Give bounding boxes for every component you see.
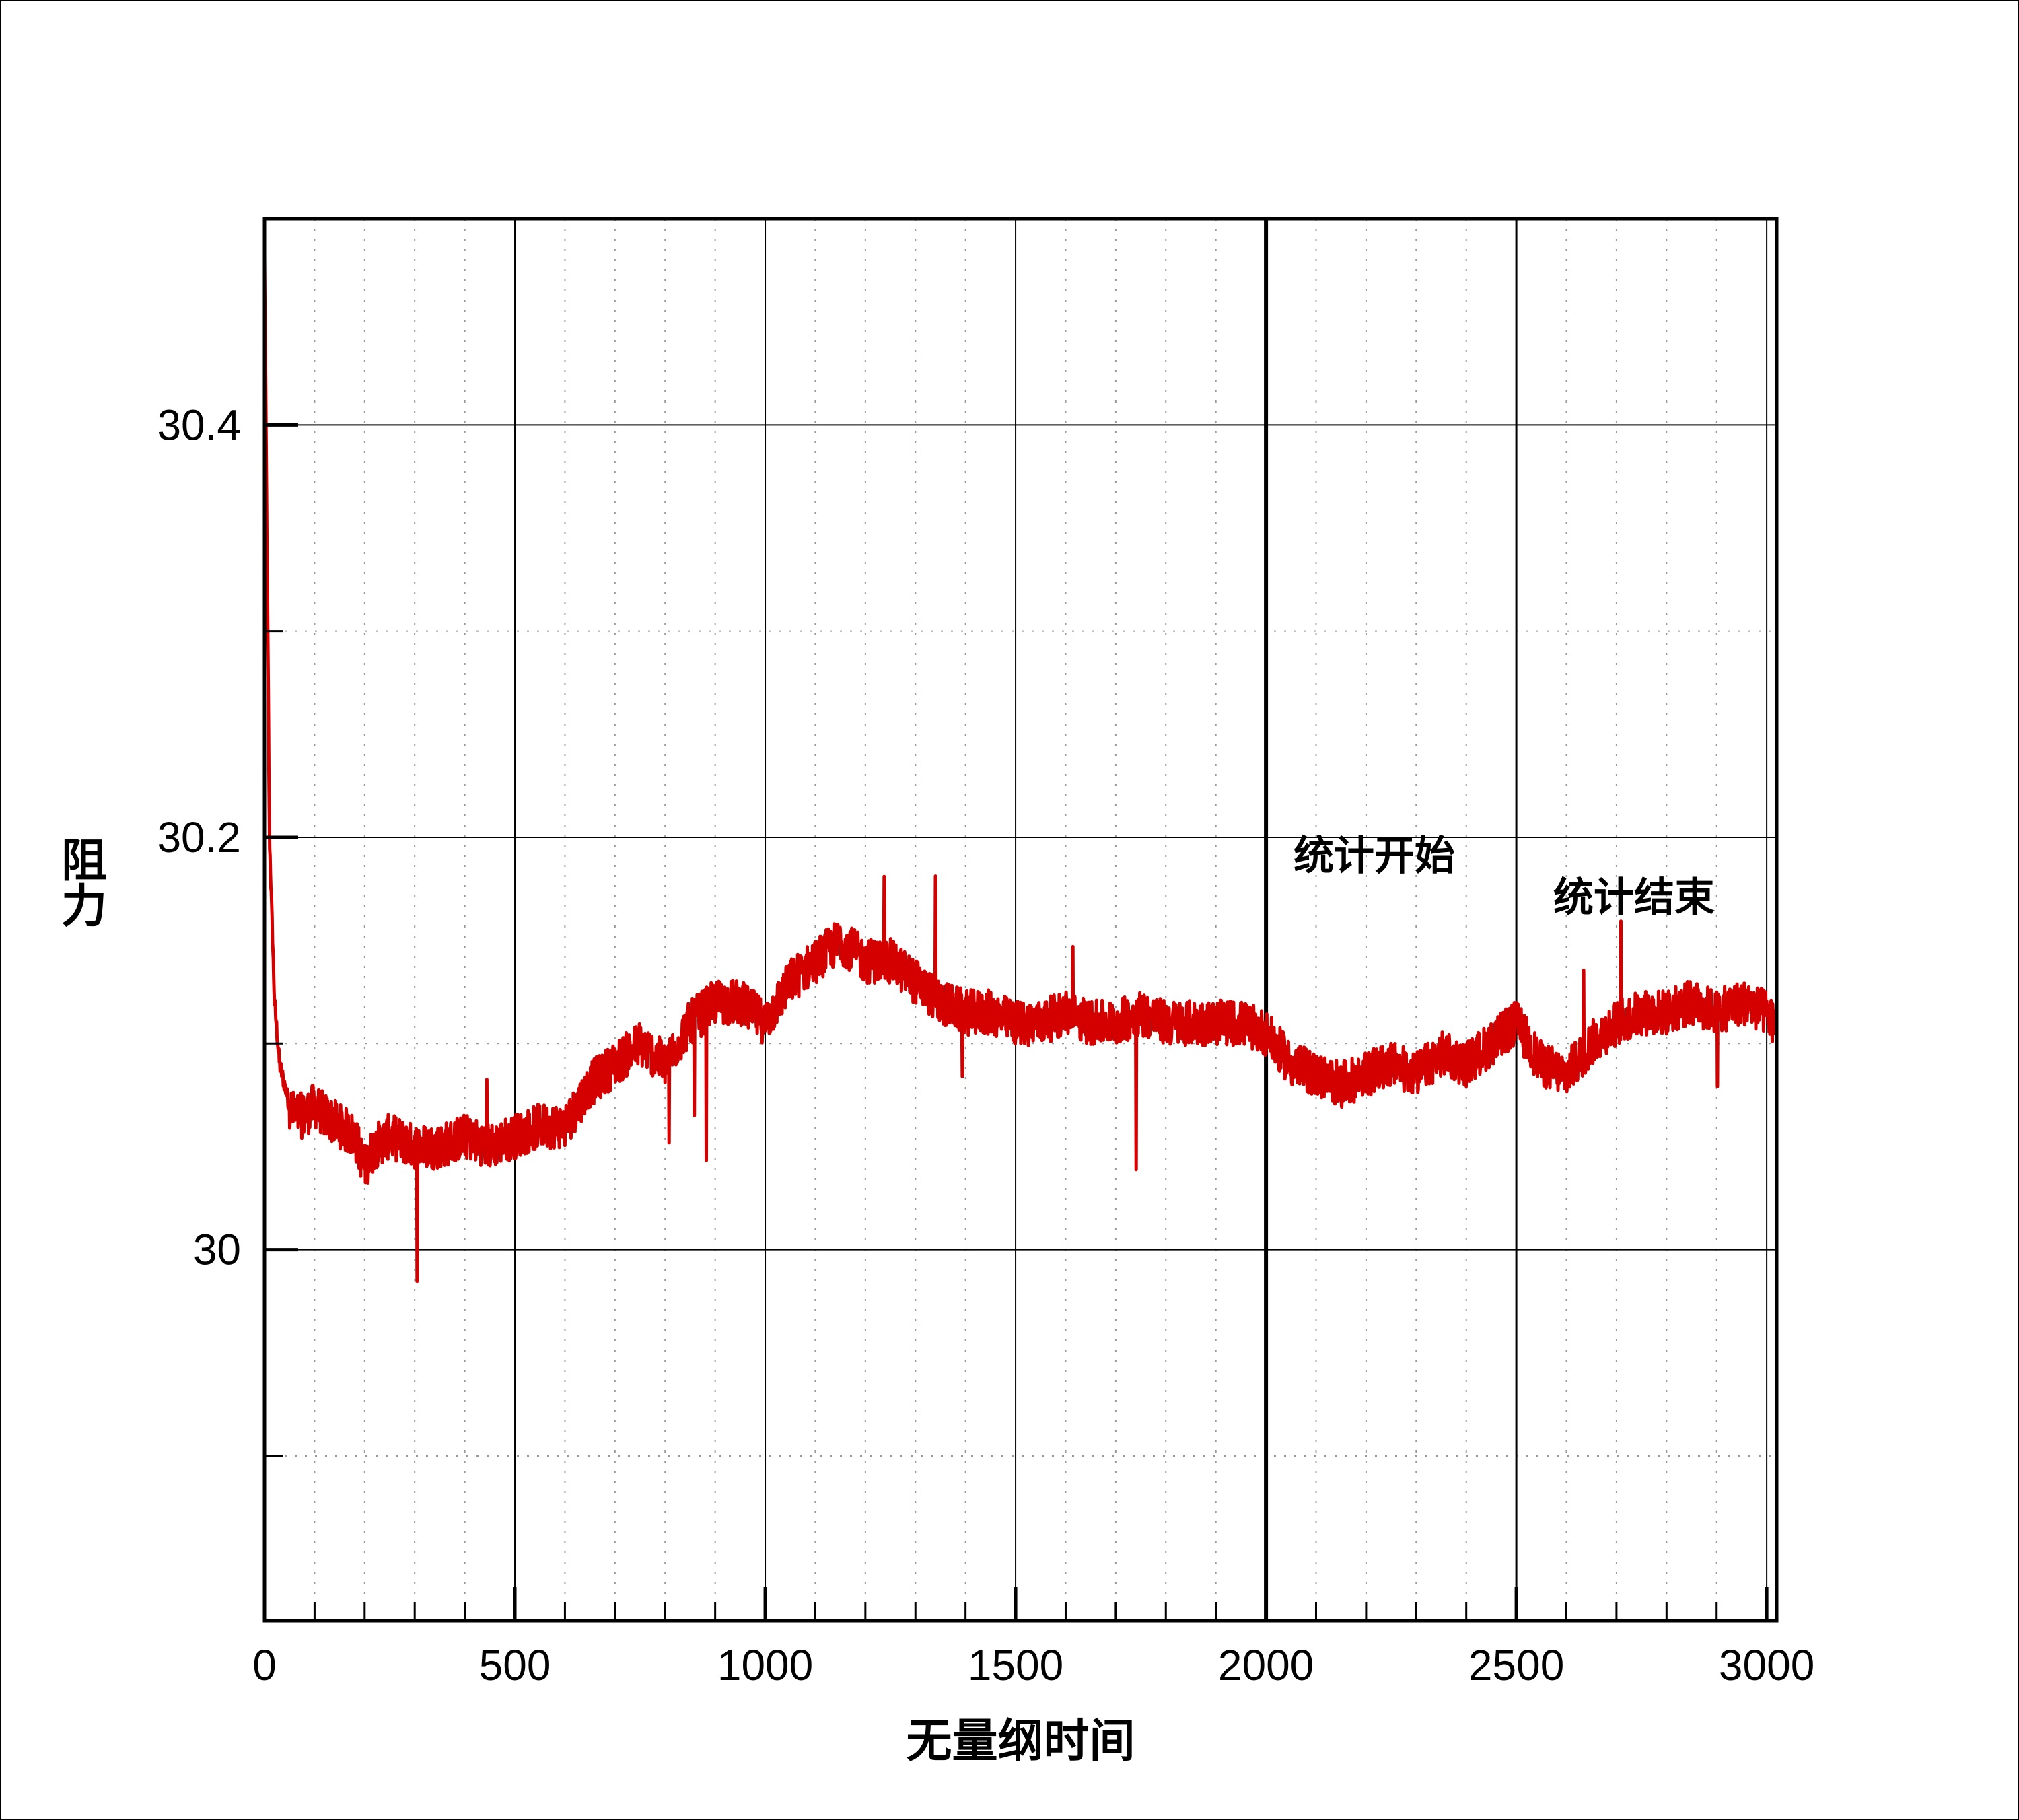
minor-grid: [264, 218, 1777, 1621]
y-tick-labels: 30 30.2 30.4: [157, 400, 241, 1273]
x-tick-label: 2500: [1468, 1641, 1564, 1689]
major-grid: [264, 219, 1777, 1621]
y-tick-label: 30.4: [157, 400, 241, 449]
plot-area-border: [262, 217, 1779, 1623]
x-tick-label: 2000: [1218, 1641, 1314, 1689]
drag-series-line: [262, 257, 1776, 1284]
x-tick-label: 1500: [968, 1641, 1063, 1689]
x-axis-title: 无量纲时间: [906, 1715, 1135, 1768]
x-tick-labels: 0 500 1000 1500 2000 2500 3000: [252, 1641, 1814, 1689]
axis-ticks: [262, 217, 1769, 1621]
statistics-markers: [1264, 219, 1518, 1621]
statistics-end-label: 统计结束: [1553, 874, 1715, 921]
x-tick-label: 3000: [1719, 1641, 1814, 1689]
y-axis-title: 阻力: [53, 836, 106, 928]
x-tick-label: 0: [252, 1641, 277, 1689]
x-tick-label: 1000: [717, 1641, 813, 1689]
y-tick-label: 30.2: [157, 813, 241, 862]
statistics-start-label: 统计开始: [1294, 833, 1455, 880]
drag-series: [262, 257, 1776, 1284]
x-tick-label: 500: [479, 1641, 551, 1689]
y-tick-label: 30: [193, 1226, 241, 1274]
